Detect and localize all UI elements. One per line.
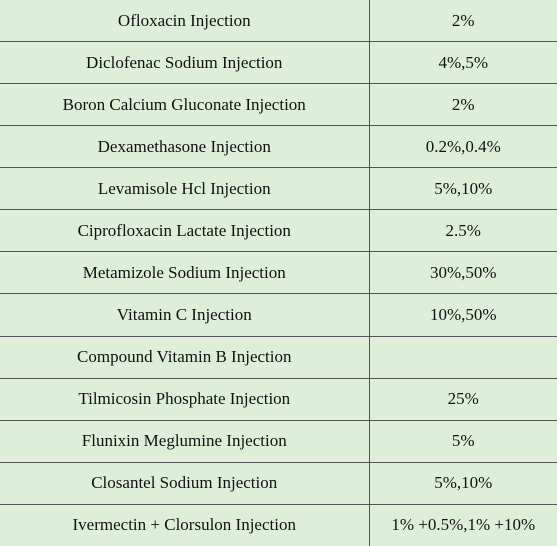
concentration-cell: 25% bbox=[368, 377, 557, 421]
table-row: Ciprofloxacin Lactate Injection 2.5% bbox=[0, 209, 557, 253]
concentration-cell: 30%,50% bbox=[368, 251, 557, 295]
product-name-cell: Closantel Sodium Injection bbox=[0, 461, 370, 505]
product-name-cell: Ciprofloxacin Lactate Injection bbox=[0, 209, 370, 253]
table-row: Closantel Sodium Injection 5%,10% bbox=[0, 461, 557, 505]
product-name-cell: Ofloxacin Injection bbox=[0, 0, 370, 43]
table-row: Ivermectin + Clorsulon Injection 1% +0.5… bbox=[0, 503, 557, 546]
product-name-cell: Diclofenac Sodium Injection bbox=[0, 41, 370, 85]
concentration-cell: 4%,5% bbox=[368, 41, 557, 85]
product-name-cell: Compound Vitamin B Injection bbox=[0, 335, 370, 379]
table-row: Boron Calcium Gluconate Injection 2% bbox=[0, 83, 557, 127]
concentration-cell: 5%,10% bbox=[368, 461, 557, 505]
table-row: Diclofenac Sodium Injection 4%,5% bbox=[0, 41, 557, 85]
table-row: Vitamin C Injection 10%,50% bbox=[0, 293, 557, 337]
table-row: Levamisole Hcl Injection 5%,10% bbox=[0, 167, 557, 211]
table-row: Metamizole Sodium Injection 30%,50% bbox=[0, 251, 557, 295]
product-name-cell: Tilmicosin Phosphate Injection bbox=[0, 377, 370, 421]
concentration-cell: 10%,50% bbox=[368, 293, 557, 337]
table-row: Tilmicosin Phosphate Injection 25% bbox=[0, 377, 557, 421]
concentration-cell: 2% bbox=[368, 0, 557, 43]
concentration-cell: 5% bbox=[368, 419, 557, 463]
table-row: Dexamethasone Injection 0.2%,0.4% bbox=[0, 125, 557, 169]
product-name-cell: Boron Calcium Gluconate Injection bbox=[0, 83, 370, 127]
product-name-cell: Metamizole Sodium Injection bbox=[0, 251, 370, 295]
product-name-cell: Levamisole Hcl Injection bbox=[0, 167, 370, 211]
table-row: Flunixin Meglumine Injection 5% bbox=[0, 419, 557, 463]
product-name-cell: Flunixin Meglumine Injection bbox=[0, 419, 370, 463]
concentration-cell: 1% +0.5%,1% +10% bbox=[368, 503, 557, 546]
table-row: Compound Vitamin B Injection bbox=[0, 335, 557, 379]
table-row: Ofloxacin Injection 2% bbox=[0, 0, 557, 43]
concentration-cell: 2% bbox=[368, 83, 557, 127]
concentration-cell: 0.2%,0.4% bbox=[368, 125, 557, 169]
product-name-cell: Vitamin C Injection bbox=[0, 293, 370, 337]
concentration-cell: 2.5% bbox=[368, 209, 557, 253]
concentration-cell bbox=[368, 335, 557, 379]
concentration-cell: 5%,10% bbox=[368, 167, 557, 211]
product-name-cell: Ivermectin + Clorsulon Injection bbox=[0, 503, 370, 546]
product-name-cell: Dexamethasone Injection bbox=[0, 125, 370, 169]
